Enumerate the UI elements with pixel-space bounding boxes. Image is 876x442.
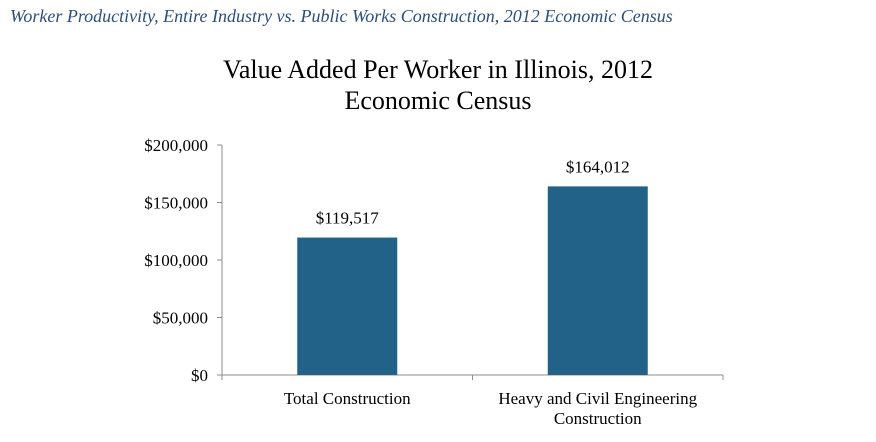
bars xyxy=(297,186,648,375)
y-tick-label: $150,000 xyxy=(144,194,208,213)
y-tick-label: $0 xyxy=(191,366,208,385)
x-tick-label: Total Construction xyxy=(284,389,411,408)
data-labels: $119,517 $164,012 xyxy=(316,157,630,227)
chart-title: Value Added Per Worker in Illinois, 2012… xyxy=(0,54,876,116)
x-axis: Total Construction Heavy and Civil Engine… xyxy=(221,374,724,428)
data-label: $164,012 xyxy=(566,157,630,176)
y-axis: $0 $50,000 $100,000 $150,000 $200,000 xyxy=(144,136,223,385)
y-tick-label: $200,000 xyxy=(144,136,208,155)
x-tick-label: Construction xyxy=(554,409,642,428)
y-tick-label: $50,000 xyxy=(153,309,208,328)
bar xyxy=(297,237,398,375)
data-label: $119,517 xyxy=(316,209,380,228)
bar xyxy=(547,186,648,375)
x-tick-label: Heavy and Civil Engineering xyxy=(498,389,697,408)
chart-title-line-1: Value Added Per Worker in Illinois, 2012 xyxy=(223,55,653,84)
figure-caption: Worker Productivity, Entire Industry vs.… xyxy=(10,6,673,26)
y-tick-label: $100,000 xyxy=(144,251,208,270)
chart-title-line-2: Economic Census xyxy=(344,86,532,115)
